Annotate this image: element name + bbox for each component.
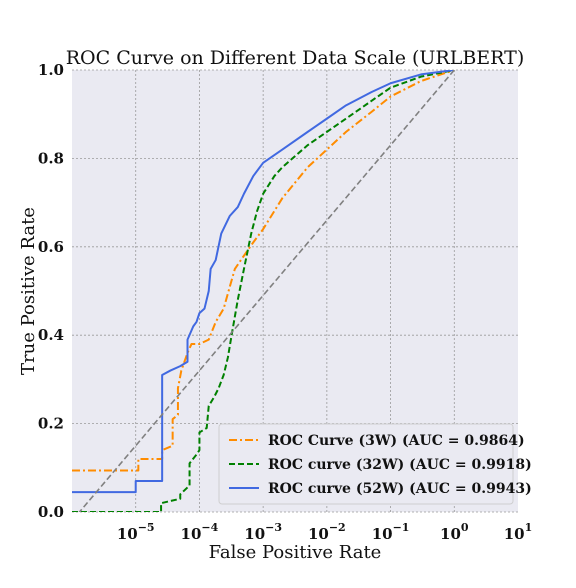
chart-title: ROC Curve on Different Data Scale (URLBE…: [66, 47, 525, 69]
roc-series-line: [72, 70, 455, 512]
legend: ROC Curve (3W) (AUC = 0.9864) ROC curve …: [218, 423, 532, 505]
x-tick-exponent: −1: [393, 521, 410, 534]
roc-series-line: [72, 70, 455, 494]
y-axis-label: True Positive Rate: [18, 207, 39, 375]
x-tick-label: 10−3: [244, 521, 282, 543]
x-tick-base: 10: [181, 525, 202, 543]
x-tick-label: 10−1: [372, 521, 410, 543]
x-axis-label: False Positive Rate: [209, 542, 382, 563]
x-tick-base: 10: [117, 525, 138, 543]
x-tick-exponent: −4: [201, 521, 218, 534]
x-tick-base: 10: [440, 525, 461, 543]
y-tick-label: 1.0: [38, 61, 64, 79]
x-tick-exponent: −5: [138, 521, 155, 534]
x-tick-base: 10: [504, 525, 525, 543]
x-tick-exponent: 1: [525, 521, 533, 534]
x-tick-label: 10−5: [117, 521, 155, 543]
legend-label-52w: ROC curve (52W) (AUC = 0.9943): [268, 481, 532, 497]
x-tick-label: 10−4: [181, 521, 219, 543]
x-axis-ticks: 10−5 10−4 10−3 10−2 10−1 100 101: [117, 521, 532, 543]
x-tick-base: 10: [308, 525, 329, 543]
x-tick-exponent: −2: [329, 521, 346, 534]
x-tick-label: 10−2: [308, 521, 346, 543]
legend-label-3w: ROC Curve (3W) (AUC = 0.9864): [268, 433, 525, 449]
x-tick-label: 100: [440, 521, 469, 543]
x-tick-exponent: 0: [461, 521, 469, 534]
x-tick-base: 10: [372, 525, 393, 543]
legend-label-32w: ROC curve (32W) (AUC = 0.9918): [268, 457, 532, 473]
legend-box: [218, 423, 514, 505]
y-axis-ticks: 0.0 0.2 0.4 0.6 0.8 1.0: [38, 61, 64, 521]
x-tick-exponent: −3: [265, 521, 282, 534]
y-tick-label: 0.0: [38, 503, 64, 521]
series: [72, 70, 455, 512]
y-tick-label: 0.8: [38, 149, 64, 167]
y-tick-label: 0.2: [38, 415, 64, 433]
y-tick-label: 0.4: [38, 326, 64, 344]
y-tick-label: 0.6: [38, 238, 64, 256]
x-tick-label: 101: [504, 521, 533, 543]
x-tick-base: 10: [244, 525, 265, 543]
